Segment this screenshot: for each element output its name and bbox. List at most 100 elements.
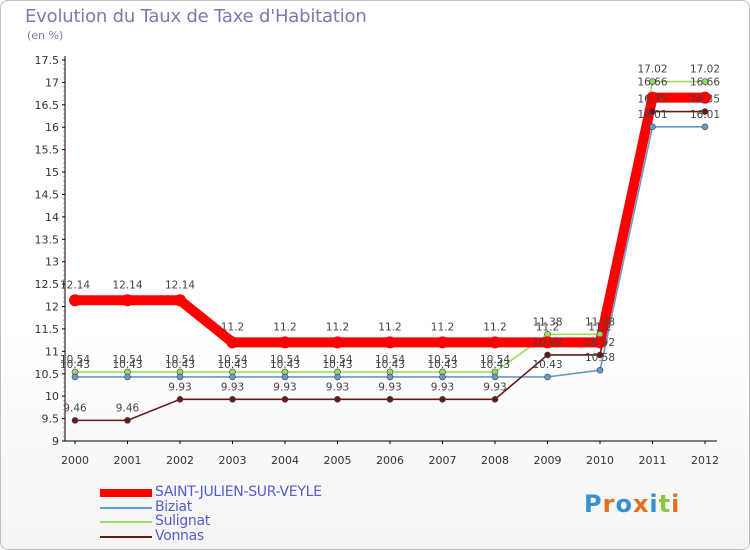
data-label: 9.93 bbox=[483, 381, 506, 393]
data-point bbox=[71, 417, 79, 424]
data-point bbox=[176, 373, 184, 381]
data-point bbox=[121, 294, 134, 307]
x-tick-label: 2009 bbox=[534, 454, 562, 467]
series-line-0 bbox=[75, 92, 705, 348]
data-point bbox=[596, 366, 604, 374]
legend-swatch bbox=[100, 489, 152, 497]
chart-title: Evolution du Taux de Taxe d'Habitation bbox=[25, 6, 367, 27]
data-point bbox=[69, 294, 81, 307]
x-tick-label: 2011 bbox=[639, 454, 667, 467]
data-point bbox=[281, 396, 289, 403]
data-point bbox=[649, 108, 656, 115]
x-tick-label: 2007 bbox=[429, 454, 457, 467]
y-tick-label: 10.5 bbox=[35, 368, 60, 381]
legend-label: SAINT-JULIEN-SUR-VEYLE bbox=[155, 484, 322, 500]
data-label: 11.2 bbox=[536, 321, 559, 333]
y-tick-label: 10 bbox=[45, 390, 59, 403]
data-point bbox=[386, 373, 394, 381]
legend-swatch bbox=[100, 521, 152, 523]
data-point bbox=[174, 294, 186, 307]
data-point bbox=[124, 417, 131, 424]
data-label: 9.46 bbox=[63, 402, 87, 414]
data-point bbox=[176, 396, 184, 403]
data-label: 16.01 bbox=[690, 109, 720, 121]
data-label: 16.01 bbox=[637, 109, 667, 121]
data-label: 10.43 bbox=[427, 359, 457, 371]
x-tick-label: 2005 bbox=[324, 454, 352, 467]
data-point bbox=[331, 336, 344, 349]
data-point bbox=[594, 336, 606, 349]
chart-subtitle: (en %) bbox=[27, 29, 64, 42]
data-label: 10.54 bbox=[270, 354, 300, 366]
data-point bbox=[439, 396, 446, 403]
data-label: 10.54 bbox=[375, 354, 405, 366]
data-point bbox=[124, 373, 131, 381]
data-point bbox=[701, 78, 709, 85]
y-tick-label: 12 bbox=[45, 301, 59, 314]
data-label: 10.54 bbox=[60, 354, 90, 366]
data-label: 11.2 bbox=[221, 321, 244, 333]
data-point bbox=[541, 336, 554, 349]
data-label: 12.14 bbox=[112, 279, 142, 291]
data-label: 17.02 bbox=[637, 64, 667, 76]
y-tick-label: 9 bbox=[52, 435, 59, 448]
data-point bbox=[384, 336, 396, 349]
data-label: 16.66 bbox=[690, 77, 720, 89]
data-label: 17.02 bbox=[690, 64, 720, 76]
y-tick-label: 11.5 bbox=[35, 323, 60, 336]
y-tick-label: 13.5 bbox=[35, 233, 60, 246]
data-point bbox=[436, 336, 449, 349]
y-tick-label: 16.5 bbox=[35, 99, 60, 112]
data-label: 10.54 bbox=[480, 354, 510, 366]
y-tick-label: 12.5 bbox=[35, 278, 60, 291]
data-label: 10.43 bbox=[375, 359, 405, 371]
data-label: 11.2 bbox=[378, 321, 401, 333]
y-tick-label: 14.5 bbox=[35, 188, 60, 201]
x-tick-label: 2002 bbox=[166, 454, 194, 467]
data-label: 9.93 bbox=[326, 381, 349, 393]
data-label: 9.93 bbox=[168, 381, 191, 393]
data-label: 10.43 bbox=[270, 359, 300, 371]
proxiti-logo: Proxiti bbox=[584, 490, 681, 518]
data-label: 16.66 bbox=[637, 77, 667, 89]
data-point bbox=[71, 373, 79, 381]
legend-swatch bbox=[100, 507, 152, 509]
y-tick-label: 11 bbox=[45, 345, 59, 358]
data-point bbox=[226, 336, 239, 349]
y-tick-label: 16 bbox=[45, 121, 59, 134]
data-label: 10.92 bbox=[532, 337, 562, 349]
data-point bbox=[439, 373, 446, 381]
data-point bbox=[489, 336, 501, 349]
y-tick-label: 15.5 bbox=[35, 144, 60, 157]
data-label: 10.54 bbox=[322, 354, 352, 366]
data-label: 11.38 bbox=[532, 316, 562, 328]
data-point bbox=[491, 396, 499, 403]
data-label: 9.46 bbox=[116, 402, 140, 414]
data-point bbox=[649, 78, 656, 85]
data-point bbox=[386, 396, 394, 403]
data-point bbox=[229, 396, 236, 403]
x-tick-label: 2004 bbox=[271, 454, 299, 467]
data-point bbox=[701, 108, 709, 115]
data-label: 11.2 bbox=[431, 321, 454, 333]
x-tick-label: 2003 bbox=[219, 454, 247, 467]
legend-label: Sulignat bbox=[155, 513, 210, 529]
data-point bbox=[334, 373, 341, 381]
y-tick-label: 13 bbox=[45, 256, 59, 269]
data-label: 9.93 bbox=[431, 381, 454, 393]
legend-label: Vonnas bbox=[155, 528, 204, 544]
data-label: 16.35 bbox=[690, 94, 720, 106]
data-point bbox=[649, 123, 656, 131]
x-tick-label: 2008 bbox=[481, 454, 509, 467]
data-label: 9.93 bbox=[378, 381, 401, 393]
legend-swatch bbox=[100, 536, 152, 538]
data-label: 11.2 bbox=[326, 321, 349, 333]
data-label: 11.38 bbox=[585, 316, 615, 328]
data-label: 10.43 bbox=[112, 359, 142, 371]
data-point bbox=[279, 336, 291, 349]
data-label: 12.14 bbox=[60, 279, 90, 291]
data-point bbox=[491, 373, 499, 381]
data-label: 11.2 bbox=[483, 321, 506, 333]
